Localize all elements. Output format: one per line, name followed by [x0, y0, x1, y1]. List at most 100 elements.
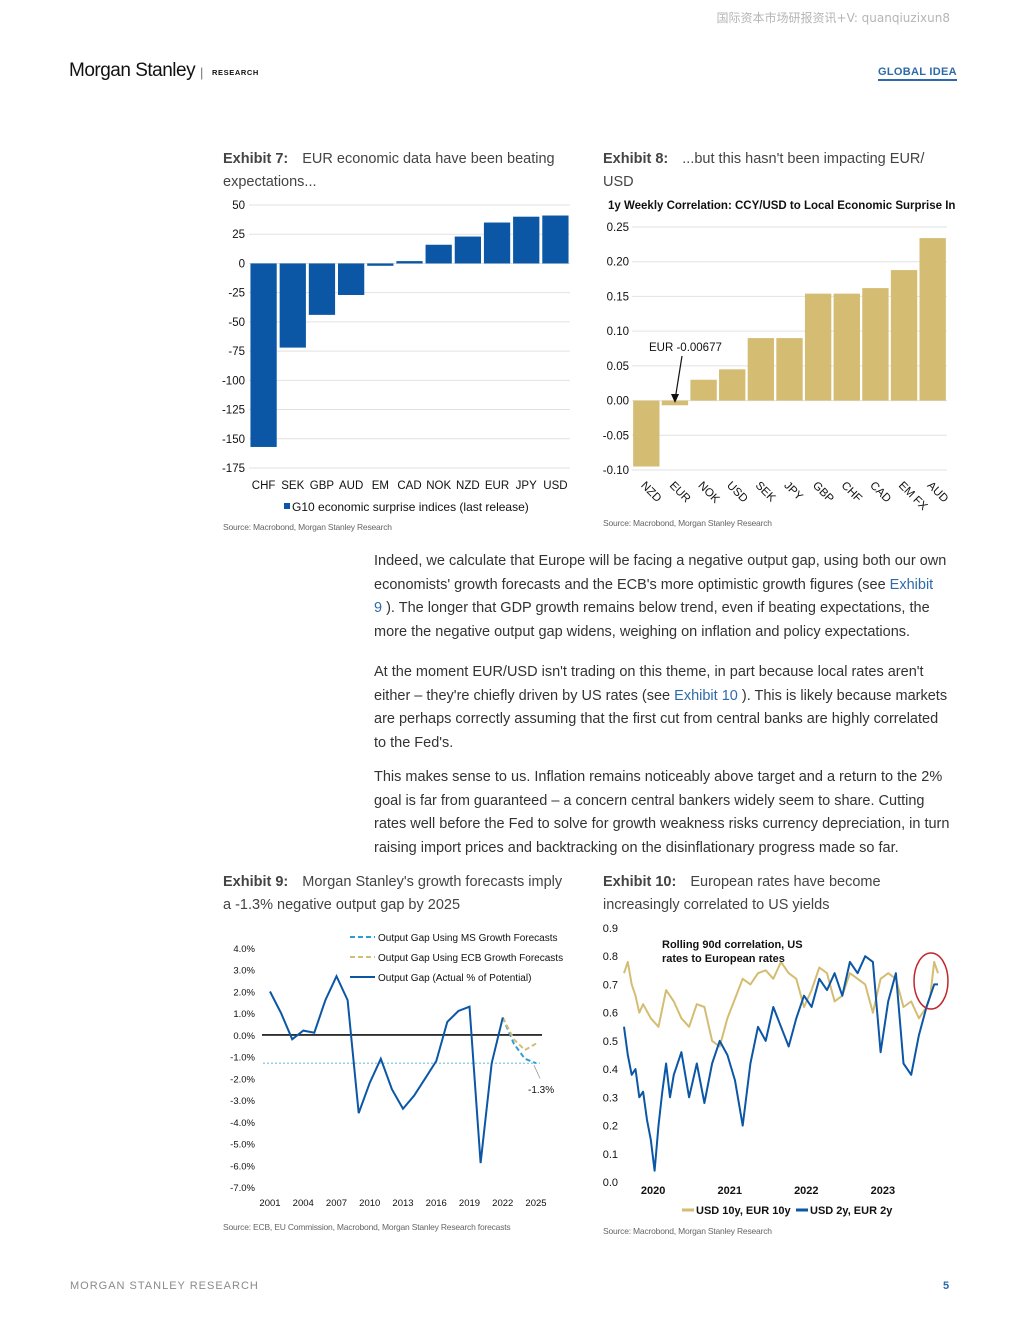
exhibit10-ytick-label: 0.4 — [603, 1064, 618, 1076]
exhibit8-bar-usd — [719, 369, 746, 401]
exhibit9-xtick-label: 2007 — [326, 1198, 347, 1209]
exhibit8-xtick-label: USD — [724, 480, 750, 506]
exhibit7-ytick-label: -50 — [228, 317, 245, 329]
exhibit7-xtick-label: CHF — [252, 480, 276, 492]
exhibit10-ytick-label: 0.0 — [603, 1177, 618, 1189]
exhibit9-ytick-label: 1.0% — [233, 1009, 255, 1020]
exhibit10-ytick-label: 0.2 — [603, 1121, 618, 1133]
exhibit7-xtick-label: SEK — [281, 480, 304, 492]
exhibit9-ytick-label: -6.0% — [230, 1161, 255, 1172]
exhibit8-ytick-label: 0.05 — [607, 361, 629, 373]
exhibit7-chart: 50 25 0 -25 -50 -75 -100 -125 -150 -175 CHF SEK GBP… — [222, 200, 570, 514]
exhibit7-bar-nok — [425, 244, 452, 264]
exhibit8-chart: 1y Weekly Correlation: CCY/USD to Local … — [603, 200, 955, 513]
exhibit9-annotation-leader — [533, 1065, 541, 1079]
p2-line1: At the moment EUR/USD isn't trading on t… — [374, 664, 924, 680]
exhibit7-ytick-label: 0 — [239, 258, 245, 270]
exhibit9-ytick-label: 4.0% — [233, 944, 255, 955]
exhibit9-xtick-label: 2013 — [392, 1198, 413, 1209]
exhibit10-chart-title-line2: rates to European rates — [662, 953, 785, 965]
exhibit8-ytick-label: -0.10 — [603, 465, 629, 477]
exhibit8-bar-cad — [862, 288, 889, 401]
exhibit9-link-number[interactable]: 9 — [374, 600, 383, 616]
exhibit8-xtick-label: JPY — [781, 480, 805, 504]
exhibit7-bar-aud — [338, 263, 365, 296]
global-idea-tag: GLOBAL IDEA — [878, 66, 957, 81]
exhibit7-xtick-label: USD — [543, 480, 567, 492]
exhibit7-ytick-label: -150 — [222, 434, 245, 446]
exhibit10-source: Source: Macrobond, Morgan Stanley Resear… — [603, 1226, 772, 1236]
exhibit10-ytick-label: 0.1 — [603, 1149, 618, 1161]
exhibit9-series-line-0 — [501, 1017, 537, 1065]
exhibit7-source: Source: Macrobond, Morgan Stanley Resear… — [223, 522, 392, 532]
exhibit7-xtick-label: GBP — [310, 480, 335, 492]
exhibit8-title-line2: USD — [603, 174, 634, 190]
exhibit8-ytick-label: -0.05 — [603, 430, 629, 442]
exhibit7-bar-nzd — [454, 236, 481, 264]
page-number: 5 — [943, 1280, 950, 1292]
p3-line1: This makes sense to us. Inflation remain… — [374, 769, 943, 785]
paragraph-2: At the moment EUR/USD isn't trading on t… — [374, 661, 954, 755]
exhibit10-ytick-label: 0.6 — [603, 1008, 618, 1020]
exhibit10-caption: Exhibit 10: European rates have become in… — [603, 871, 953, 917]
exhibit10-xtick-label: 2022 — [794, 1185, 818, 1197]
exhibit10-ytick-label: 0.3 — [603, 1092, 618, 1104]
exhibit7-ytick-label: -25 — [228, 288, 245, 300]
exhibit8-bar-em-fx — [890, 270, 918, 401]
exhibit9-xtick-label: 2016 — [426, 1198, 447, 1209]
exhibit8-chart-title: 1y Weekly Correlation: CCY/USD to Local … — [608, 200, 955, 212]
exhibit9-caption: Exhibit 9: Morgan Stanley's growth foreca… — [223, 871, 583, 917]
exhibit7-bar-cad — [396, 261, 423, 264]
exhibit7-legend-swatch — [284, 503, 290, 509]
brand-logo: Morgan Stanley — [69, 60, 196, 81]
exhibit7-bar-em — [367, 263, 394, 266]
exhibit9-legend-label: Output Gap Using ECB Growth Forecasts — [378, 953, 563, 964]
exhibit7-ytick-label: -75 — [228, 346, 245, 358]
exhibit7-bar-jpy — [513, 216, 540, 264]
exhibit7-xtick-label: JPY — [516, 480, 537, 492]
exhibit10-ytick-label: 0.5 — [603, 1036, 618, 1048]
exhibit9-title-line2: a -1.3% negative output gap by 2025 — [223, 897, 461, 913]
exhibit8-annotation: EUR -0.00677 — [649, 342, 722, 354]
exhibit7-xtick-label: CAD — [397, 480, 421, 492]
exhibit9-ytick-label: -7.0% — [230, 1183, 255, 1194]
exhibit7-bar-gbp — [308, 263, 336, 315]
exhibit9-annotation: -1.3% — [528, 1085, 554, 1096]
exhibit8-ytick-label: 0.00 — [607, 396, 629, 408]
exhibit8-xtick-label: CHF — [839, 480, 864, 505]
exhibit8-xtick-label: NZD — [638, 480, 663, 505]
exhibit7-xtick-label: EM — [372, 480, 389, 492]
exhibit8-ytick-label: 0.25 — [607, 222, 629, 234]
exhibit8-xtick-label: CAD — [867, 480, 893, 506]
exhibit10-legend-label: USD 10y, EUR 10y — [696, 1205, 791, 1217]
exhibit7-bar-usd — [542, 215, 569, 264]
exhibit8-xtick-label: SEK — [753, 480, 778, 505]
exhibit10-link[interactable]: Exhibit 10 — [674, 687, 738, 704]
exhibit8-label: Exhibit 8: — [603, 151, 669, 167]
exhibit9-link[interactable]: Exhibit — [889, 576, 934, 593]
p2-line4: to the Fed's. — [374, 734, 454, 751]
exhibit9-xtick-label: 2004 — [293, 1198, 314, 1209]
exhibit7-xtick-label: NZD — [456, 480, 480, 492]
exhibit9-series-line-2 — [269, 973, 504, 1164]
exhibit7-xtick-label: NOK — [426, 480, 451, 492]
exhibit7-bar-chf — [250, 263, 277, 447]
exhibit8-annotation-arrow — [674, 355, 683, 401]
paragraph-3: This makes sense to us. Inflation remain… — [374, 766, 954, 860]
exhibit7-xtick-label: AUD — [339, 480, 363, 492]
exhibit8-bar-nok — [690, 379, 717, 401]
exhibit7-bar-sek — [279, 263, 306, 348]
exhibit8-bar-jpy — [776, 338, 803, 401]
exhibit7-ytick-label: -175 — [222, 463, 245, 475]
p2-line3: are perhaps correctly assuming that the … — [374, 711, 939, 727]
exhibit9-ytick-label: -2.0% — [230, 1074, 255, 1085]
exhibit8-bar-gbp — [804, 293, 832, 401]
brand-separator: | — [200, 65, 204, 80]
exhibit8-bar-sek — [747, 338, 775, 401]
exhibit7-ytick-label: -100 — [222, 375, 245, 387]
exhibit7-ytick-label: 50 — [232, 200, 245, 212]
exhibit9-ytick-label: -3.0% — [230, 1096, 255, 1107]
exhibit10-ytick-label: 0.9 — [603, 923, 618, 935]
p1-line1: Indeed, we calculate that Europe will be… — [374, 553, 947, 569]
exhibit10-highlight-circle — [913, 952, 949, 1010]
